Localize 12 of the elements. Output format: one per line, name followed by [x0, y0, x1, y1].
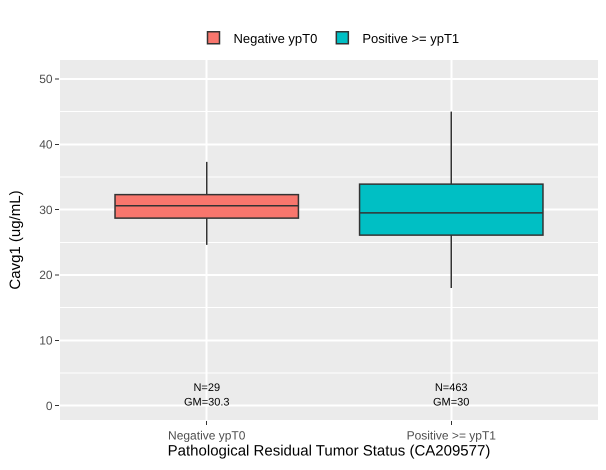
y-axis-title: Cavg1 (ug/mL) [7, 190, 24, 290]
y-tick-label: 30 [39, 202, 53, 217]
annotation: N=29 GM=30.3 [184, 382, 230, 408]
y-tick-label: 50 [39, 72, 53, 86]
y-tick-label: 0 [46, 398, 53, 413]
y-tick-label: 20 [39, 268, 53, 282]
annotation: N=463 GM=30 [433, 382, 470, 408]
y-tick-label: 10 [39, 333, 53, 348]
legend-label: Negative ypT0 [234, 30, 318, 46]
y-tick-label: 40 [39, 137, 53, 152]
x-axis-title: Pathological Residual Tumor Status (CA209577) [168, 442, 490, 460]
legend-label: Positive >= ypT1 [362, 30, 460, 46]
